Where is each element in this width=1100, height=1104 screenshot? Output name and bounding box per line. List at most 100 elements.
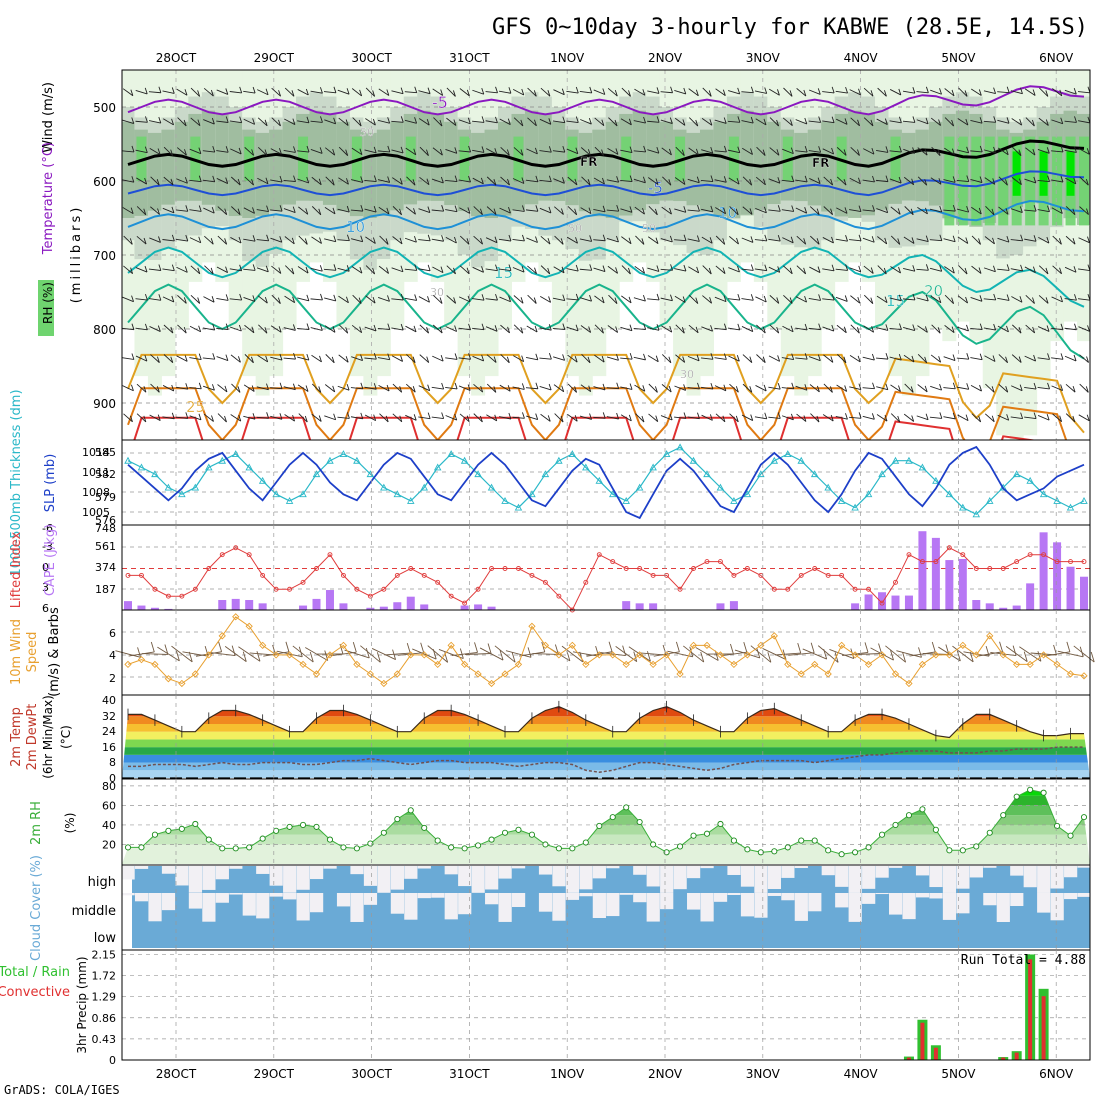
cape-bar: [1026, 583, 1034, 610]
rh-tick: 20: [102, 838, 116, 851]
rh2m-point: [1081, 815, 1086, 820]
cloud-cell: [835, 893, 848, 907]
cloud-cell: [902, 893, 915, 919]
rh2m-point: [799, 838, 804, 843]
cloud-cell: [1078, 866, 1091, 868]
rh-shade-dark: [498, 122, 512, 216]
chart-title: GFS 0~10day 3-hourly for KABWE (28.5E, 1…: [492, 15, 1088, 40]
rh-shade-dark: [229, 122, 243, 216]
cloud-cell: [189, 893, 202, 909]
cloud-cell: [364, 893, 377, 905]
cloud-cell: [633, 866, 646, 875]
rh-shade-dark: [633, 111, 647, 210]
rh2m-point: [368, 841, 373, 846]
cloud-cell: [916, 893, 929, 897]
rh2m-point: [435, 838, 440, 843]
precip-tick: 2.15: [92, 948, 117, 961]
rh2m-point: [1054, 823, 1059, 828]
rh2m-point: [583, 840, 588, 845]
cloud-cell: [620, 893, 633, 895]
cloud-cell: [539, 866, 552, 875]
cloud-cell: [983, 893, 996, 905]
li-ylabel: Lifted Index: [9, 531, 24, 608]
cloud-cell: [943, 893, 956, 920]
cloud-cell: [579, 893, 592, 896]
cloud-cell: [256, 866, 269, 874]
cloud-cell: [647, 893, 660, 922]
cloud-cell: [862, 893, 875, 904]
temp-band: [122, 747, 1090, 755]
cape-bar: [986, 603, 994, 610]
temp-band: [122, 755, 1090, 763]
precip-legend-total: Total / Rain: [0, 965, 70, 980]
cape-bar: [245, 600, 253, 610]
rh-shade-dark: [390, 122, 404, 211]
cape-tick: 374: [95, 561, 116, 574]
cape-bar: [622, 601, 630, 610]
top-date-label: 31OCT: [449, 51, 490, 65]
cloud-cell: [418, 866, 431, 869]
rh2m-point: [529, 832, 534, 837]
rh2m-point: [1041, 790, 1046, 795]
cloud-cell: [391, 893, 404, 914]
rh-tick: 80: [102, 780, 116, 793]
cloud-cell: [283, 866, 296, 893]
cloud-cell: [175, 866, 188, 885]
rh-shade-dark: [485, 130, 499, 218]
temp-ylabel-1: 2m Temp: [9, 707, 24, 767]
rh-shade-bright: [1067, 151, 1075, 195]
bottom-date-label: 5NOV: [941, 1067, 976, 1081]
cloud-cell: [1064, 893, 1077, 899]
precip-run-total: Run Total = 4.88: [961, 953, 1086, 968]
cloud-cell: [593, 866, 606, 878]
cloud-cell: [606, 866, 619, 868]
pressure-tick: 600: [93, 175, 116, 189]
cloud-cell: [122, 893, 135, 895]
cape-bar: [461, 606, 469, 610]
contour-label: 25: [186, 398, 205, 416]
cloud-cell: [404, 866, 417, 879]
contour-label: -5: [648, 179, 663, 197]
cape-ylabel: CAPE (J/kg): [43, 524, 58, 596]
rh2m-point: [462, 846, 467, 851]
cloud-cell: [929, 866, 942, 887]
precip-conv-bar: [920, 1023, 924, 1060]
cape-bar: [407, 597, 415, 610]
cloud-cell: [862, 866, 875, 889]
precip-conv-bar: [1028, 959, 1032, 1060]
cloud-cell: [579, 866, 592, 889]
cape-bar: [420, 604, 428, 610]
rh-shade-bright: [1040, 151, 1048, 195]
cape-bar: [299, 606, 307, 610]
precip-tick: 0: [109, 1054, 116, 1067]
slp-ylabel: SLP (mb): [43, 454, 58, 513]
cloud-cell: [1024, 866, 1037, 887]
cloud-cell: [822, 866, 835, 875]
cloud-cell: [889, 866, 902, 868]
contour-label: 10: [718, 204, 737, 222]
cloud-cell: [485, 866, 498, 889]
cloud-cell: [929, 893, 942, 898]
cloud-cell: [566, 866, 579, 893]
rh2m-point: [489, 837, 494, 842]
cloud-cell: [512, 866, 525, 868]
cloud-cell: [1010, 893, 1023, 906]
cloud-cell: [189, 866, 202, 893]
precip-tick: 0.43: [92, 1033, 117, 1046]
cloud-cell: [458, 893, 471, 914]
cape-bar: [730, 601, 738, 610]
temp-tick: 8: [109, 756, 116, 769]
cape-bar: [716, 603, 724, 610]
temp-ylabel-4: (°C): [59, 725, 73, 749]
temp-tick: 32: [102, 710, 116, 723]
rh2m-point: [314, 824, 319, 829]
cloud-cell: [404, 893, 417, 920]
rh-shade-dark: [471, 133, 485, 216]
bottom-date-label: 6NOV: [1039, 1067, 1074, 1081]
rh2m-point: [139, 845, 144, 850]
rh2m-point: [637, 819, 642, 824]
cloud-cell: [727, 893, 740, 895]
temp-tick: 40: [102, 694, 116, 707]
rh-shade-dark: [929, 122, 943, 206]
cloud-cell: [512, 893, 525, 907]
